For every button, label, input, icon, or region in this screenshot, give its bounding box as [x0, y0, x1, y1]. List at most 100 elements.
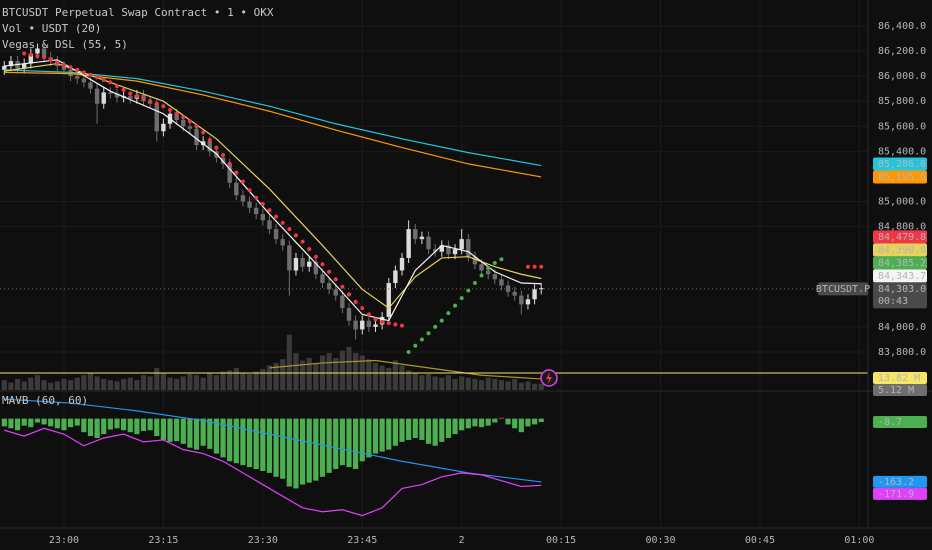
volume-bar [200, 377, 206, 390]
y-tick-label: 83,800.0 [878, 347, 926, 358]
indicator-line [4, 69, 542, 167]
histogram-bar [339, 418, 345, 466]
histogram-bar [313, 418, 319, 481]
dsl-dot [187, 119, 192, 124]
histogram-bar [246, 418, 253, 468]
dsl-dot [406, 350, 411, 355]
histogram-bar [359, 418, 365, 462]
y-tick-label: 85,400.0 [878, 146, 926, 157]
candle-body [35, 48, 40, 54]
symbol-tag [818, 282, 868, 296]
dsl-dot [366, 312, 371, 317]
histogram-bar [293, 418, 299, 489]
histogram-bar [478, 418, 485, 428]
histogram-bar [492, 418, 498, 423]
volume-bar [465, 377, 471, 390]
candle-body [8, 61, 14, 67]
histogram-bar [452, 418, 458, 435]
candle-body [419, 236, 425, 240]
volume-bar [280, 359, 286, 390]
value-tag-label: 13.82 M [878, 373, 920, 384]
dsl-dot [214, 145, 219, 150]
volume-bar [326, 353, 332, 390]
volume-bar [386, 367, 392, 390]
price-tag [873, 282, 927, 309]
price-tag-label: 84,390.0 [878, 245, 926, 256]
candle-body [28, 53, 34, 64]
histogram-bar [94, 418, 100, 438]
candle-body [532, 289, 537, 300]
dsl-dot [254, 195, 259, 200]
histogram-bar [306, 418, 312, 483]
dsl-dot [114, 84, 119, 89]
dsl-dot [400, 323, 405, 328]
volume-bar [160, 372, 166, 390]
histogram-bar [34, 418, 41, 423]
candle-body [446, 245, 451, 255]
dsl-dot [386, 321, 391, 326]
dsl-dot [267, 208, 272, 213]
candle-body [68, 69, 73, 77]
candle-body [386, 283, 391, 317]
histogram-bar [392, 418, 398, 446]
volume-bar [273, 362, 279, 390]
volume-bar [313, 362, 319, 390]
histogram-bar [525, 418, 531, 427]
histogram-bar [213, 418, 220, 454]
volume-bar [220, 371, 226, 390]
dsl-dot [373, 317, 378, 322]
volume-bar [459, 376, 465, 390]
volume-bar [485, 377, 491, 390]
candle-body [181, 120, 186, 127]
volume-bar [240, 372, 246, 390]
histogram-bar [160, 418, 166, 440]
volume-bar [54, 381, 60, 390]
histogram-bar [379, 418, 385, 452]
candle-body [413, 229, 418, 240]
histogram-bar [273, 418, 279, 477]
candle-body [307, 261, 312, 267]
candle-body [459, 239, 464, 250]
volume-bar [260, 369, 266, 390]
histogram-bar [518, 418, 524, 433]
value-tag-label: -8.7 [878, 417, 902, 428]
dsl-dot [346, 292, 351, 297]
candle-body [346, 308, 352, 321]
candle-body [452, 249, 458, 255]
histogram-bar [87, 418, 94, 437]
volume-bar [425, 374, 432, 390]
volume-bar [399, 365, 405, 390]
volume-bar [207, 372, 213, 390]
price-tag-label: 84,303.0 [878, 284, 926, 295]
volume-bar [246, 374, 253, 390]
volume-bar [372, 362, 379, 390]
volume-bar [339, 350, 345, 390]
histogram-bar [67, 418, 74, 428]
candle-body [466, 239, 471, 257]
candle-body [360, 320, 365, 330]
dsl-dot [433, 324, 438, 329]
volume-legend: Vol • USDT (20) [2, 22, 101, 35]
candle-body [154, 103, 159, 132]
volume-bar [253, 371, 259, 390]
histogram-bar [28, 418, 34, 428]
volume-bar [452, 378, 458, 390]
histogram-bar [485, 418, 491, 426]
histogram-bar [74, 418, 80, 426]
volume-bar [412, 372, 418, 390]
dsl-dot [128, 91, 133, 96]
candle-body [207, 141, 212, 152]
volume-bar [154, 367, 160, 390]
dsl-dot [75, 67, 80, 72]
alert-icon[interactable] [540, 369, 558, 387]
histogram-bar [280, 418, 286, 479]
histogram-bar [1, 418, 7, 427]
indicator-line [269, 359, 542, 380]
volume-bar [498, 380, 505, 390]
value-tag [873, 415, 927, 428]
volume-bar [101, 378, 107, 390]
histogram-bar [147, 418, 153, 431]
